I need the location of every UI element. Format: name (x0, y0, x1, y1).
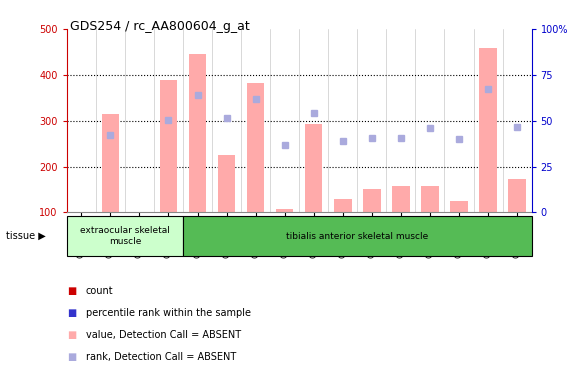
Bar (102, 114, 119, 212)
Text: ■: ■ (67, 352, 76, 362)
Bar (479, 48, 497, 212)
Text: percentile rank within the sample: percentile rank within the sample (86, 308, 251, 318)
Text: ■: ■ (67, 330, 76, 340)
Bar (276, 209, 293, 212)
Bar (189, 53, 206, 212)
Bar (218, 155, 235, 212)
Text: rank, Detection Call = ABSENT: rank, Detection Call = ABSENT (86, 352, 236, 362)
Bar (392, 186, 410, 212)
Text: ■: ■ (67, 308, 76, 318)
Text: tissue ▶: tissue ▶ (6, 231, 45, 241)
Text: tibialis anterior skeletal muscle: tibialis anterior skeletal muscle (286, 232, 428, 240)
Text: extraocular skeletal
muscle: extraocular skeletal muscle (80, 226, 170, 246)
Bar (160, 80, 177, 212)
Bar (334, 198, 352, 212)
Bar (247, 83, 264, 212)
Text: count: count (86, 286, 114, 296)
Text: value, Detection Call = ABSENT: value, Detection Call = ABSENT (86, 330, 241, 340)
Bar (450, 201, 468, 212)
Text: GDS254 / rc_AA800604_g_at: GDS254 / rc_AA800604_g_at (70, 20, 249, 33)
Bar (305, 124, 322, 212)
Text: ■: ■ (67, 286, 76, 296)
Bar (421, 186, 439, 212)
Bar (363, 190, 381, 212)
Bar (508, 179, 526, 212)
